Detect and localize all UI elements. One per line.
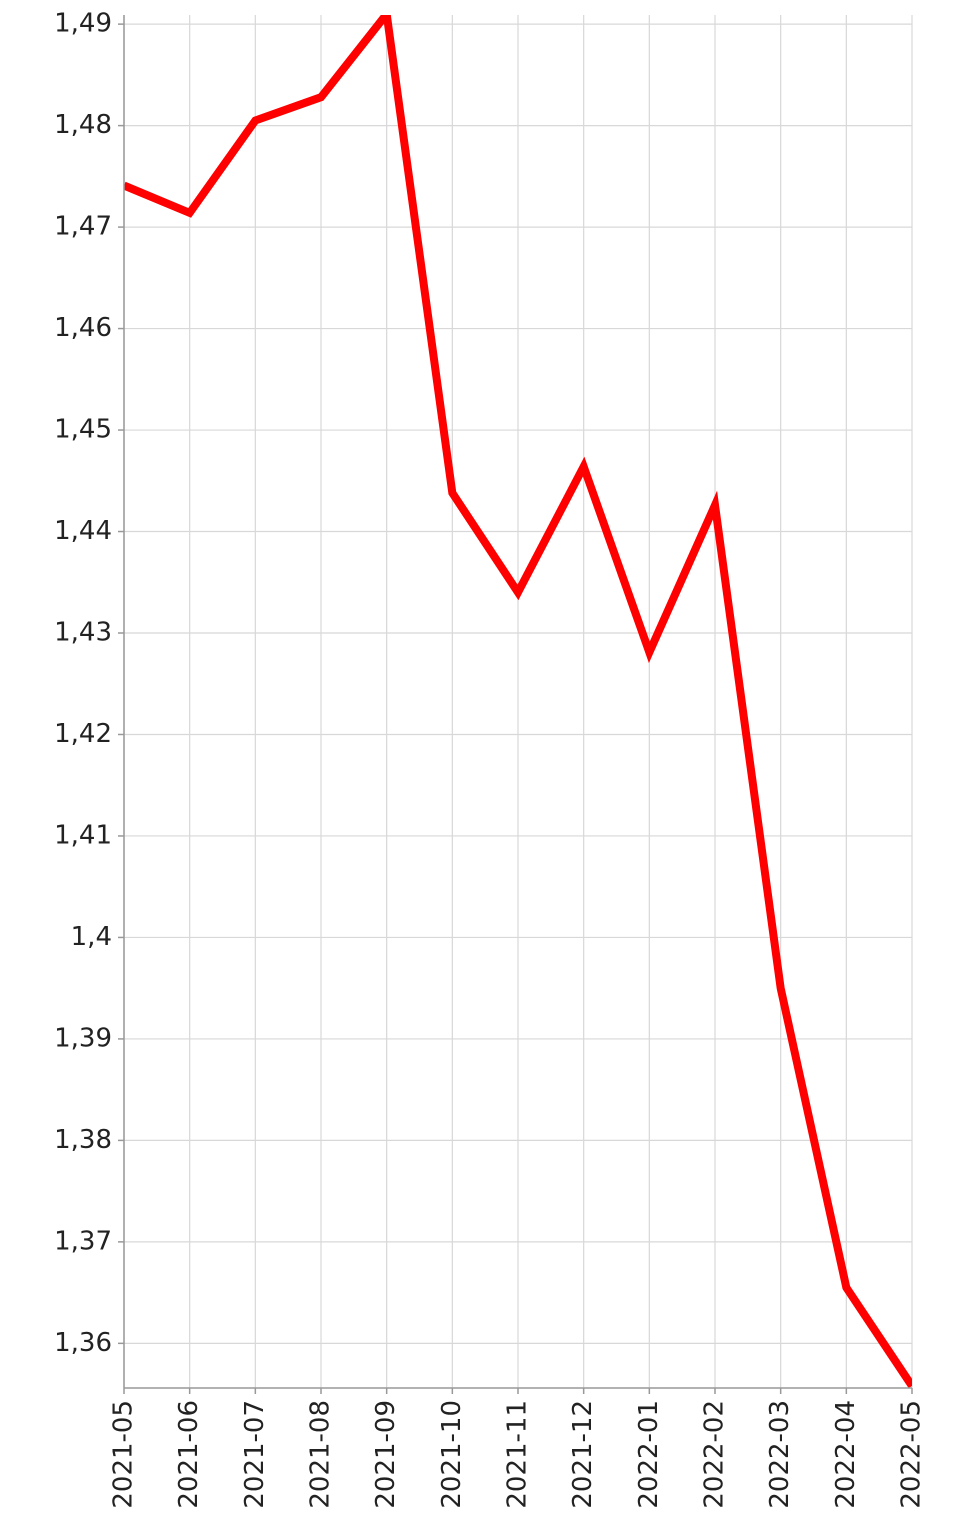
x-tick-label: 2021-09 bbox=[371, 1400, 401, 1509]
line-series bbox=[124, 15, 912, 1388]
x-tick-label: 2021-07 bbox=[240, 1400, 270, 1509]
y-tick-label: 1,48 bbox=[54, 110, 112, 140]
y-tick-label: 1,36 bbox=[54, 1328, 112, 1358]
y-tick-label: 1,43 bbox=[54, 618, 112, 648]
x-tick-label: 2022-05 bbox=[897, 1400, 927, 1509]
y-tick-label: 1,37 bbox=[54, 1226, 112, 1256]
x-tick-label: 2022-02 bbox=[700, 1400, 730, 1509]
x-tick-label: 2022-01 bbox=[634, 1400, 664, 1509]
y-tick-label: 1,39 bbox=[54, 1023, 112, 1053]
y-tick-label: 1,38 bbox=[54, 1125, 112, 1155]
y-tick-label: 1,41 bbox=[54, 820, 112, 850]
y-tick-label: 1,49 bbox=[54, 9, 112, 39]
y-tick-label: 1,45 bbox=[54, 415, 112, 445]
y-tick-label: 1,47 bbox=[54, 212, 112, 242]
x-tick-label: 2021-11 bbox=[503, 1400, 533, 1509]
x-tick-label: 2021-08 bbox=[306, 1400, 336, 1509]
x-tick-label: 2021-10 bbox=[437, 1400, 467, 1509]
x-tick-label: 2022-04 bbox=[831, 1400, 861, 1509]
x-tick-label: 2021-05 bbox=[109, 1400, 139, 1509]
y-tick-label: 1,46 bbox=[54, 313, 112, 343]
y-tick-label: 1,42 bbox=[54, 719, 112, 749]
x-tick-label: 2021-06 bbox=[174, 1400, 204, 1509]
x-tick-label: 2021-12 bbox=[568, 1400, 598, 1509]
y-tick-label: 1,44 bbox=[54, 516, 112, 546]
y-tick-label: 1,4 bbox=[71, 922, 112, 952]
x-tick-label: 2022-03 bbox=[765, 1400, 795, 1509]
